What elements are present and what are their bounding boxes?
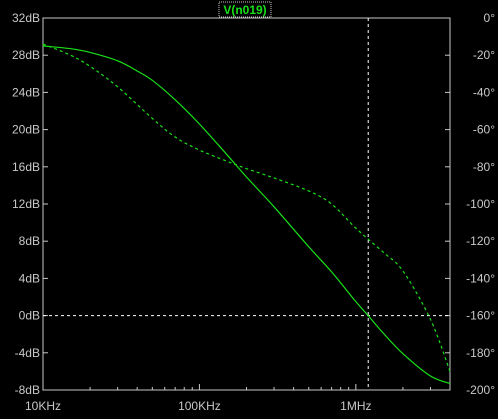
right-axis-tick-label: -160°: [466, 309, 495, 323]
x-tick-label: 10KHz: [25, 399, 61, 413]
right-axis-tick-label: -80°: [473, 160, 495, 174]
trace-title[interactable]: V(n019): [218, 1, 272, 18]
left-axis-tick-label: 32dB: [12, 11, 40, 25]
right-axis-tick-label: -200°: [466, 383, 495, 397]
left-axis-tick-label: 20dB: [12, 123, 40, 137]
plot-frame: [42, 17, 451, 391]
phase-trace-line: [42, 43, 451, 372]
left-axis-tick-label: 8dB: [19, 234, 40, 248]
right-axis-tick-label: -140°: [466, 271, 495, 285]
right-axis-tick-label: -120°: [466, 234, 495, 248]
left-axis-tick-label: 28dB: [12, 48, 40, 62]
left-axis-tick-label: 4dB: [19, 271, 40, 285]
left-axis-tick-label: 24dB: [12, 85, 40, 99]
left-axis-tick-label: -8dB: [15, 383, 40, 397]
right-axis-tick-label: -40°: [473, 85, 495, 99]
trace-title-box[interactable]: [218, 1, 272, 18]
right-axis-tick-label: -180°: [466, 346, 495, 360]
right-axis-tick-label: -20°: [473, 48, 495, 62]
trace-title-label[interactable]: V(n019): [223, 3, 266, 17]
right-axis-tick-label: 0°: [484, 11, 496, 25]
left-axis-tick-label: -4dB: [15, 346, 40, 360]
trace-lines: [42, 43, 451, 385]
x-tick-label: 100KHz: [178, 399, 221, 413]
right-axis-tick-label: -60°: [473, 123, 495, 137]
x-tick-label: 1MHz: [340, 399, 371, 413]
left-axis-tick-label: 0dB: [19, 309, 40, 323]
left-axis-tick-label: 16dB: [12, 160, 40, 174]
axis-ticks: 10KHz 100KHz 1MHz 32dB 28dB 24dB 20dB 16dB 12dB 8…: [12, 11, 495, 413]
left-axis-tick-label: 12dB: [12, 197, 40, 211]
cursor-lines[interactable]: [43, 18, 450, 390]
right-axis-tick-label: -100°: [466, 197, 495, 211]
magnitude-trace-line: [42, 45, 451, 385]
